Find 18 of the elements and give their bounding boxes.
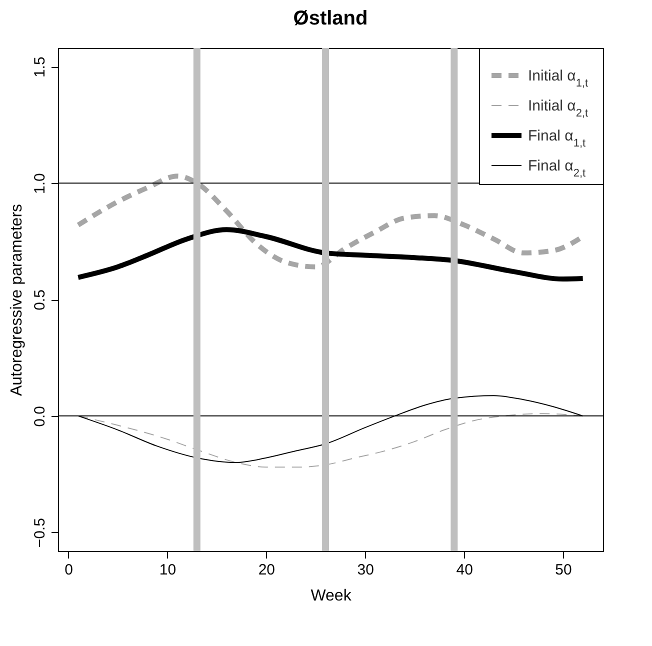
y-tick-label: 0.5 bbox=[32, 290, 48, 310]
x-axis-title: Week bbox=[310, 588, 352, 604]
x-tick-label: 40 bbox=[456, 562, 473, 578]
x-tick-label: 20 bbox=[258, 562, 276, 578]
chart-title: Østland bbox=[293, 8, 368, 30]
legend-label: Initial α$_{2,t}$ bbox=[528, 98, 588, 120]
y-tick-label: 0.0 bbox=[32, 406, 48, 427]
x-tick-label: 0 bbox=[64, 562, 73, 578]
y-axis-title: Autoregressive parameters bbox=[8, 204, 26, 396]
y-tick-label: −0.5 bbox=[32, 518, 48, 548]
x-tick-label: 10 bbox=[159, 562, 176, 578]
legend-label: Final α$_{1,t}$ bbox=[528, 128, 586, 150]
legend-label: Initial α$_{1,t}$ bbox=[528, 68, 588, 90]
legend-label: Final α$_{2,t}$ bbox=[528, 158, 586, 180]
x-tick-label: 30 bbox=[357, 562, 374, 578]
y-tick-label: 1.0 bbox=[32, 173, 48, 194]
y-tick-label: 1.5 bbox=[32, 56, 48, 78]
x-tick-label: 50 bbox=[555, 562, 572, 578]
